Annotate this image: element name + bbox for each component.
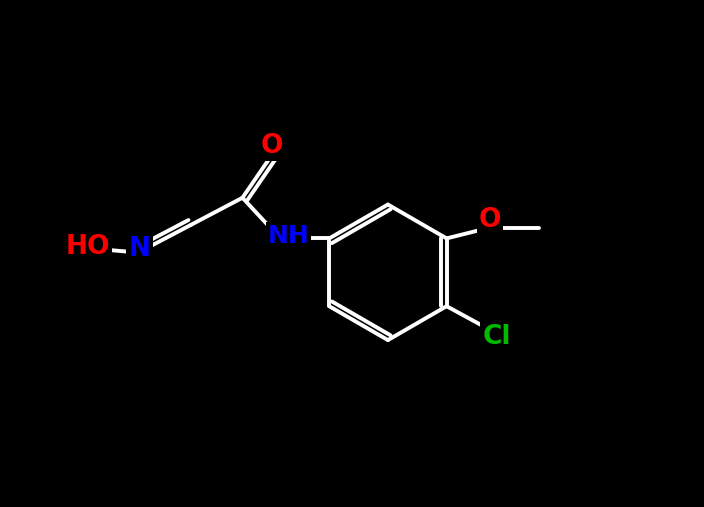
Text: O: O bbox=[261, 133, 284, 159]
Text: NH: NH bbox=[268, 224, 310, 248]
Text: N: N bbox=[128, 236, 151, 262]
Text: Cl: Cl bbox=[482, 324, 510, 350]
Text: HO: HO bbox=[65, 234, 111, 260]
Text: O: O bbox=[479, 207, 501, 233]
